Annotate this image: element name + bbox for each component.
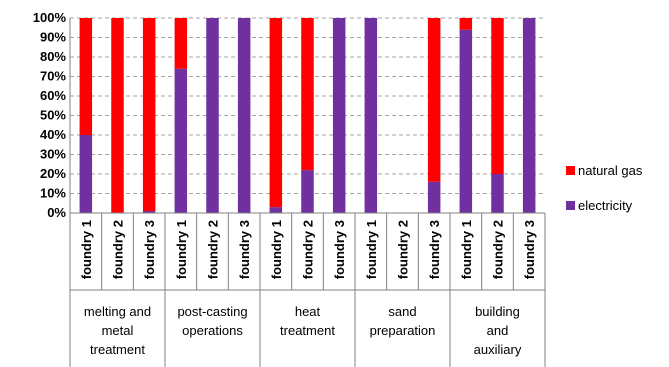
x-tick-label: foundry 3 — [142, 220, 157, 279]
bar-segment-electricity — [522, 18, 536, 213]
y-tick-label: 90% — [40, 30, 66, 45]
bar-segment-electricity — [142, 211, 156, 213]
bar-segment-natural-gas — [491, 18, 504, 174]
bar-segment-electricity — [269, 207, 283, 213]
group-label: auxiliary — [474, 342, 522, 357]
x-tick-label: foundry 3 — [522, 220, 537, 279]
bar-segment-natural-gas — [111, 18, 124, 213]
x-tick-label: foundry 3 — [237, 220, 252, 279]
bar-segment-natural-gas — [79, 18, 93, 135]
x-tick-label: foundry 3 — [332, 220, 347, 279]
bar-segment-natural-gas — [427, 18, 441, 182]
group-label: heat — [295, 304, 321, 319]
x-tick-label: foundry 1 — [459, 220, 474, 279]
bar-segment-natural-gas — [301, 18, 314, 171]
y-tick-label: 50% — [40, 108, 66, 123]
x-tick-label: foundry 2 — [206, 220, 221, 279]
legend-swatch-electricity — [566, 201, 575, 210]
x-tick-label: foundry 1 — [269, 220, 284, 279]
group-label: sand — [388, 304, 416, 319]
x-tick-label: foundry 3 — [427, 220, 442, 279]
y-tick-label: 100% — [33, 10, 67, 25]
bar-segment-electricity — [174, 68, 188, 213]
group-label: treatment — [90, 342, 145, 357]
bar-segment-electricity — [237, 18, 251, 213]
y-tick-label: 30% — [40, 147, 66, 162]
x-tick-label: foundry 2 — [491, 220, 506, 279]
y-tick-label: 70% — [40, 69, 66, 84]
group-label: treatment — [280, 323, 335, 338]
bar-segment-electricity — [459, 29, 473, 214]
axes — [69, 18, 546, 367]
x-tick-label: foundry 1 — [79, 220, 94, 279]
group-label: metal — [102, 323, 134, 338]
y-tick-label: 60% — [40, 88, 66, 103]
x-tick-label: foundry 2 — [111, 220, 126, 279]
legend-label: electricity — [578, 198, 633, 213]
bar-segment-electricity — [301, 170, 314, 213]
x-tick-label: foundry 2 — [396, 220, 411, 279]
y-tick-label: 20% — [40, 166, 66, 181]
bar-segment-electricity — [491, 174, 504, 213]
group-label: post-casting — [177, 304, 247, 319]
bar-segment-electricity — [427, 181, 441, 213]
bars — [79, 18, 536, 214]
bar-segment-electricity — [79, 135, 93, 213]
bar-segment-natural-gas — [459, 18, 473, 30]
bar-segment-natural-gas — [269, 18, 283, 208]
bar-segment-natural-gas — [142, 18, 156, 212]
x-tick-label: foundry 1 — [364, 220, 379, 279]
group-label: preparation — [370, 323, 436, 338]
bar-segment-electricity — [332, 18, 346, 213]
y-tick-label: 80% — [40, 49, 66, 64]
legend-label: natural gas — [578, 163, 643, 178]
x-axis-tick-labels: foundry 1 foundry 2 foundry 3 foundry 1 foun… — [79, 220, 537, 279]
group-label: operations — [182, 323, 243, 338]
y-tick-label: 40% — [40, 127, 66, 142]
group-label: and — [487, 323, 509, 338]
x-axis-group-labels: melting and metal treatment post-casting ope… — [84, 304, 522, 357]
group-label: melting and — [84, 304, 151, 319]
bar-segment-natural-gas — [174, 18, 188, 69]
x-tick-label: foundry 1 — [174, 220, 189, 279]
x-tick-label: foundry 2 — [301, 220, 316, 279]
group-label: building — [475, 304, 520, 319]
bar-segment-electricity — [206, 18, 219, 213]
y-tick-label: 0% — [47, 205, 66, 220]
legend-swatch-natural-gas — [566, 166, 575, 175]
bar-segment-electricity — [364, 18, 378, 213]
y-tick-label: 10% — [40, 186, 66, 201]
legend: natural gas electricity — [566, 163, 643, 213]
y-axis-tick-labels: 0% 10% 20% 30% 40% 50% 60% 70% 80% 90% 100% — [33, 10, 67, 220]
